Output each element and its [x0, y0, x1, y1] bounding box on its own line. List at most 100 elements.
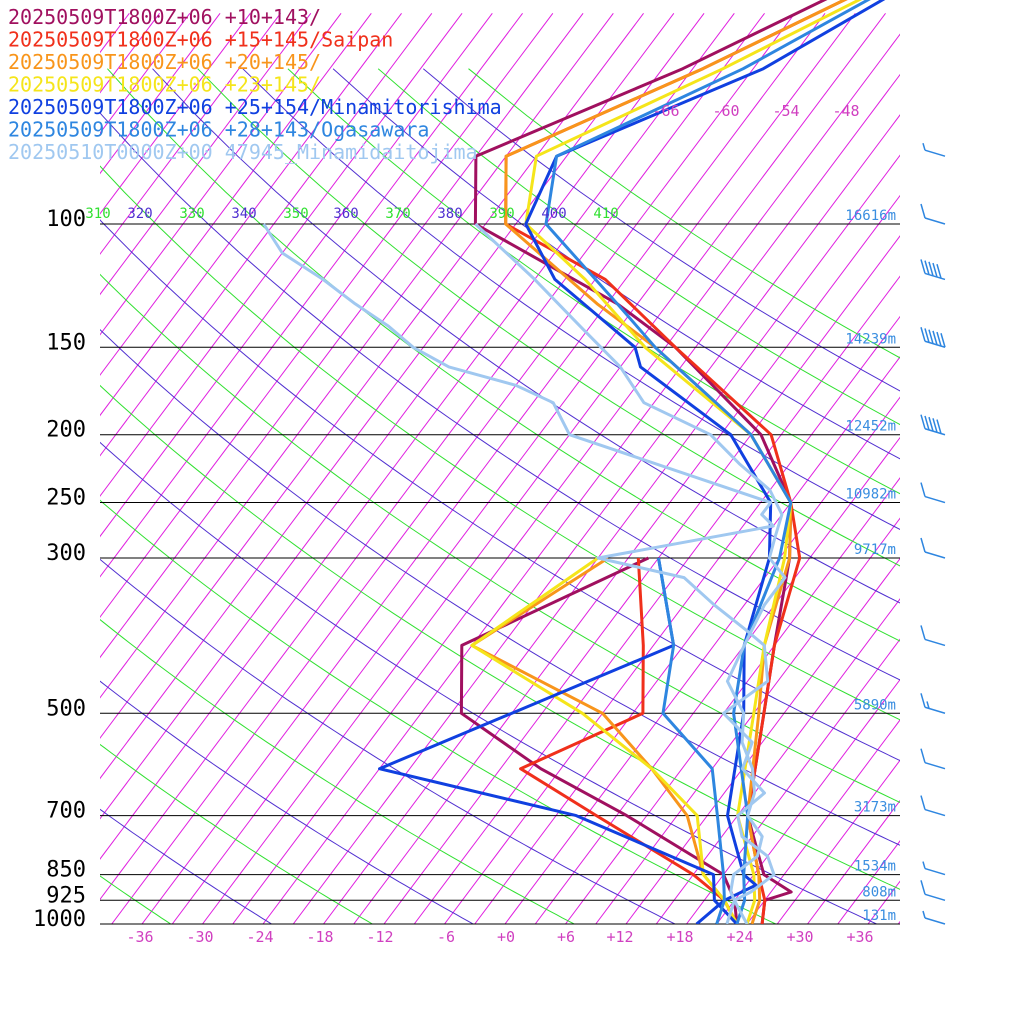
wind-barb-flag: [928, 261, 934, 277]
wind-barb-flag: [920, 625, 926, 640]
height-label: 9717m: [854, 542, 896, 558]
isotherm-lines: [100, 12, 900, 924]
wind-barb-flag: [920, 795, 926, 810]
isotherm-line: [100, 12, 402, 417]
wind-barb-flag: [936, 419, 942, 434]
wind-barb-staff: [924, 340, 946, 348]
legend-entry: 20250510T0000Z+00 47945_Minamidaitojima: [8, 140, 478, 164]
dry-adiabat-line: [100, 441, 877, 924]
isotherm-line: [897, 920, 900, 924]
theta-label: 410: [593, 206, 618, 222]
moist-adiabat-line: [100, 499, 776, 924]
wind-barb-flag: [928, 329, 934, 344]
wind-barb-staff: [924, 808, 946, 817]
isotherm-line: [413, 275, 900, 924]
dry-adiabat-line: [422, 68, 900, 392]
pressure-label: 150: [46, 330, 86, 355]
height-label: 808m: [862, 884, 896, 900]
wind-barb: [922, 142, 946, 157]
wind-barb-staff: [924, 428, 946, 436]
top-temperature-tick-label: -54: [772, 102, 799, 120]
isotherm-line: [100, 12, 463, 497]
wind-barb-flag: [932, 330, 938, 346]
pressure-label: 100: [46, 207, 86, 232]
isotherm-line: [807, 799, 900, 924]
isotherm-line: [100, 12, 281, 255]
pressure-label: 300: [46, 541, 86, 566]
temperature-tick-label: -12: [366, 928, 393, 946]
moist-adiabat-line: [287, 68, 900, 495]
legend-entry: 20250509T1800Z+06 +25+154/Minamitorishim…: [8, 95, 502, 119]
dry-adiabat-line: [100, 219, 900, 762]
dry-adiabat-line: [100, 558, 676, 924]
legend-entry: 20250509T1800Z+06 +10+143/: [8, 5, 321, 29]
dry-adiabat-line: [100, 112, 900, 681]
wind-barb: [920, 414, 946, 436]
isotherm-line: [100, 12, 251, 215]
theta-label: 340: [231, 206, 256, 222]
isotherm-line: [100, 12, 523, 578]
isotherm-line: [171, 12, 856, 924]
wind-barb-flag: [932, 262, 938, 278]
wind-barbs: [920, 142, 946, 925]
pressure-label: 850: [46, 858, 86, 883]
wind-barb: [920, 259, 946, 281]
isotherm-line: [655, 598, 900, 924]
pressure-label: 925: [46, 883, 86, 908]
wind-barb-flag: [920, 203, 926, 219]
isotherm-line: [141, 12, 826, 924]
theta-label: 350: [283, 206, 308, 222]
wind-barb-flag: [920, 748, 926, 763]
height-label: 10982m: [845, 487, 896, 503]
axis-labels: 100 16616m 150 14239m 200 12452m 250 10982m 300 9…: [33, 102, 896, 946]
isotherm-line: [323, 154, 900, 924]
isotherm-line: [100, 12, 433, 457]
temperature-tick-label: -18: [306, 928, 333, 946]
temperature-tick-label: +18: [666, 928, 693, 946]
temperature-profile: [474, 222, 787, 924]
wind-barb-half-flag: [922, 910, 926, 919]
sounding-profiles: [262, 0, 886, 924]
isotherm-line: [837, 840, 900, 924]
wind-barb-flag: [936, 264, 942, 279]
wind-barb-staff: [924, 149, 946, 157]
wind-barb-half-flag: [922, 861, 926, 869]
isotherm-line: [202, 12, 886, 924]
temperature-tick-label: +0: [497, 928, 515, 946]
pressure-label: 200: [46, 418, 86, 443]
isotherm-line: [776, 759, 900, 924]
theta-label: 370: [385, 206, 410, 222]
moist-adiabat-line: [100, 618, 575, 924]
isotherm-line: [565, 477, 900, 924]
temperature-profile: [544, 0, 871, 924]
wind-barb-staff: [924, 917, 946, 925]
isotherm-line: [262, 73, 900, 924]
isotherm-line: [867, 880, 900, 924]
wind-barb-staff: [924, 551, 946, 559]
top-temperature-tick-label: -48: [832, 102, 859, 120]
wind-barb-flag: [920, 327, 926, 342]
theta-label: 310: [85, 206, 110, 222]
isotherm-line: [716, 678, 900, 924]
wind-barb: [920, 203, 946, 225]
legend-entry: 20250509T1800Z+06 +28+143/Ogasawara: [8, 118, 429, 142]
isotherm-line: [353, 194, 900, 924]
temperature-tick-label: +6: [557, 928, 575, 946]
height-label: 16616m: [845, 208, 896, 224]
temperature-tick-label: -24: [246, 928, 273, 946]
theta-label: 320: [127, 206, 152, 222]
wind-barb-staff: [924, 217, 946, 225]
wind-barb-flag: [924, 415, 930, 431]
wind-barb-flag: [920, 259, 926, 274]
dry-adiabat-line: [100, 328, 900, 846]
top-temperature-tick-label: -60: [712, 102, 739, 120]
isotherm-line: [100, 12, 493, 538]
moist-adiabat-line: [100, 165, 900, 721]
height-label: 5890m: [854, 697, 896, 713]
wind-barb-flag: [936, 331, 942, 347]
wind-barb-staff: [924, 893, 946, 902]
wind-barb-staff: [924, 867, 946, 876]
wind-barb-flag: [940, 333, 946, 348]
temperature-tick-label: +24: [726, 928, 753, 946]
dewpoint-profile: [262, 223, 776, 924]
